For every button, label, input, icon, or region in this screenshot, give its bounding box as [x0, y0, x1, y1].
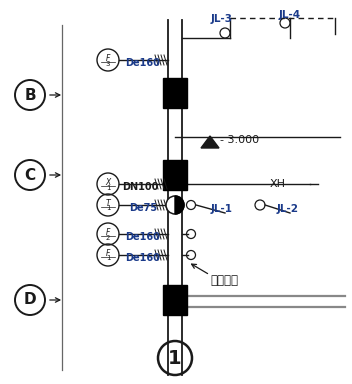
Text: D: D	[24, 293, 36, 308]
Text: X: X	[105, 178, 111, 187]
Text: XH—: XH—	[270, 179, 297, 189]
Text: De160: De160	[126, 253, 161, 263]
Text: DN100: DN100	[122, 182, 158, 192]
Text: JL-2: JL-2	[277, 204, 299, 214]
Text: T: T	[106, 199, 110, 208]
Text: 3: 3	[106, 61, 110, 66]
Text: C: C	[24, 167, 36, 182]
Text: 1: 1	[168, 349, 182, 367]
Text: B: B	[24, 88, 36, 103]
Text: - 3.000: - 3.000	[220, 135, 259, 145]
Text: 1: 1	[106, 255, 110, 262]
Text: 1: 1	[106, 205, 110, 212]
Text: JL-3: JL-3	[211, 14, 233, 24]
Circle shape	[166, 196, 184, 214]
Text: F: F	[106, 228, 110, 237]
Polygon shape	[175, 196, 184, 214]
Bar	[163, 285, 187, 315]
Text: De160: De160	[126, 232, 161, 242]
Text: 1: 1	[106, 184, 110, 190]
Text: JL-4: JL-4	[279, 10, 301, 20]
Text: 防水套管: 防水套管	[210, 273, 238, 286]
Text: JL-1: JL-1	[211, 204, 233, 214]
Text: De75: De75	[129, 203, 157, 213]
Text: F: F	[106, 249, 110, 258]
Polygon shape	[201, 136, 219, 148]
Text: De160: De160	[126, 58, 161, 68]
Text: 2: 2	[106, 235, 110, 240]
Bar	[163, 160, 187, 190]
Bar	[163, 78, 187, 108]
Text: F: F	[106, 54, 110, 63]
